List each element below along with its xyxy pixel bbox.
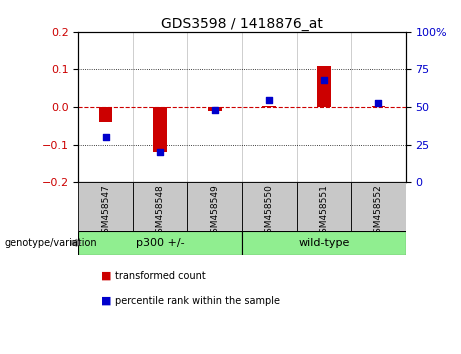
Text: genotype/variation: genotype/variation xyxy=(5,238,97,248)
Bar xyxy=(78,231,242,255)
Text: GSM458551: GSM458551 xyxy=(319,184,328,239)
Text: transformed count: transformed count xyxy=(115,271,206,281)
Text: GSM458548: GSM458548 xyxy=(156,184,165,239)
Text: GSM458550: GSM458550 xyxy=(265,184,274,239)
Text: GSM458547: GSM458547 xyxy=(101,184,110,239)
Text: p300 +/-: p300 +/- xyxy=(136,238,184,248)
Point xyxy=(102,135,109,140)
Bar xyxy=(372,106,385,107)
Bar xyxy=(317,66,331,107)
Bar xyxy=(242,231,406,255)
Bar xyxy=(296,182,351,231)
Text: ■: ■ xyxy=(101,271,112,281)
Bar xyxy=(262,106,276,107)
Bar xyxy=(351,182,406,231)
Title: GDS3598 / 1418876_at: GDS3598 / 1418876_at xyxy=(161,17,323,31)
Point xyxy=(375,100,382,105)
Bar xyxy=(154,107,167,152)
Text: GSM458549: GSM458549 xyxy=(210,184,219,239)
Bar xyxy=(208,107,222,111)
Bar xyxy=(78,182,133,231)
Bar xyxy=(188,182,242,231)
Text: GSM458552: GSM458552 xyxy=(374,184,383,239)
Point xyxy=(211,107,219,113)
Point xyxy=(266,97,273,102)
Point xyxy=(157,149,164,155)
Text: percentile rank within the sample: percentile rank within the sample xyxy=(115,296,280,306)
Text: wild-type: wild-type xyxy=(298,238,349,248)
Bar xyxy=(99,107,112,122)
Bar xyxy=(242,182,296,231)
Text: ■: ■ xyxy=(101,296,112,306)
Point xyxy=(320,77,327,83)
Bar xyxy=(133,182,188,231)
